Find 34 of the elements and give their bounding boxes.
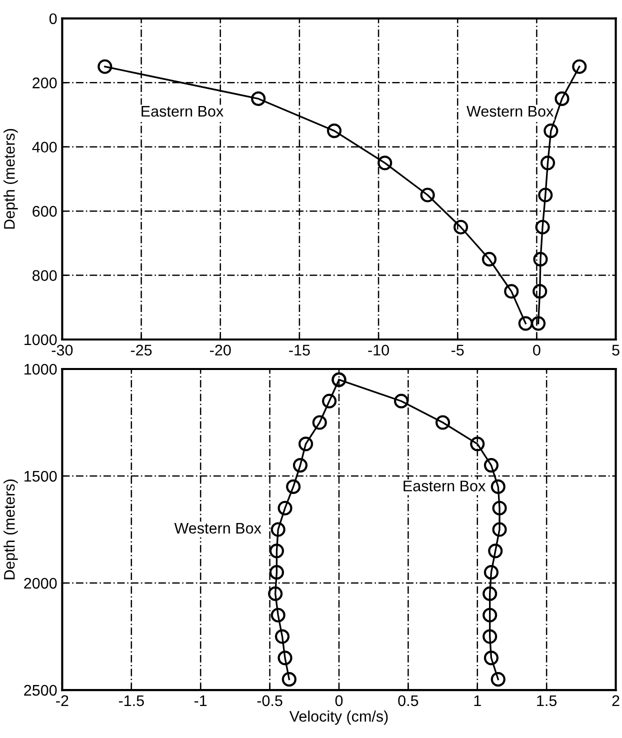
x-tick-label: -1 [194, 695, 207, 706]
x-tick-label: -1.5 [118, 695, 144, 706]
x-tick-label: -10 [368, 344, 389, 356]
x-axis-title: Velocity (cm/s) [289, 710, 388, 725]
y-tick-label: 2500 [24, 684, 57, 696]
x-tick-label: 5 [612, 344, 620, 356]
x-tick-label: -30 [52, 344, 73, 356]
x-tick-label: 2 [612, 695, 620, 706]
y-tick-label: 600 [32, 206, 57, 217]
y-tick-label: 400 [32, 142, 57, 153]
x-tick-label: 1.5 [537, 695, 557, 706]
y-axis-title: Depth (meters) [4, 128, 18, 229]
x-tick-label: -0.5 [257, 695, 282, 706]
y-tick-label: 2000 [24, 578, 57, 589]
series-label: Western Box [174, 522, 262, 534]
x-tick-label: 0.5 [398, 695, 418, 706]
x-tick-label: -2 [56, 695, 68, 706]
y-tick-label: 1000 [24, 364, 57, 375]
x-tick-label: -25 [130, 344, 152, 356]
series-label: Eastern Box [142, 106, 224, 117]
x-tick-label: 1 [474, 695, 481, 706]
x-tick-label: -20 [210, 344, 231, 356]
x-tick-label: -15 [289, 344, 310, 356]
x-tick-label: 0 [533, 344, 540, 356]
y-tick-label: 1000 [24, 334, 57, 346]
y-tick-label: 200 [32, 78, 57, 88]
y-axis-title: Depth (meters) [4, 480, 18, 580]
y-tick-label: 0 [49, 13, 57, 24]
y-tick-label: 1500 [24, 470, 57, 482]
series-label: Western Box [466, 106, 554, 117]
x-tick-label: -5 [452, 344, 464, 356]
y-tick-label: 800 [32, 270, 57, 281]
x-tick-label: 0 [335, 695, 343, 706]
series-label: Eastern Box [404, 480, 486, 492]
